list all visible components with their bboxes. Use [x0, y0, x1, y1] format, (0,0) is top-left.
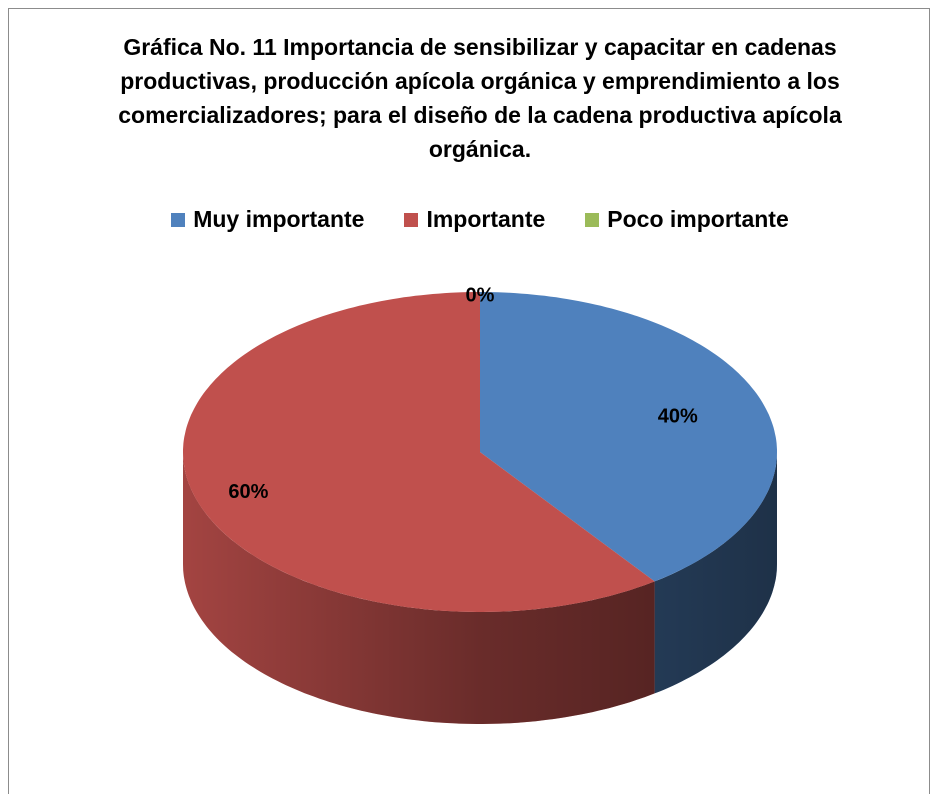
pie-sides [183, 452, 777, 724]
legend-label: Importante [426, 206, 546, 232]
chart-frame [8, 8, 930, 794]
legend-swatch [171, 212, 186, 227]
pie-tops [183, 292, 777, 612]
legend-item: Poco importante [585, 206, 789, 233]
pie-slice [183, 292, 655, 612]
data-label: 60% [228, 481, 268, 503]
legend-swatch [404, 212, 419, 227]
legend-item: Muy importante [171, 206, 364, 233]
legend-label: Muy importante [193, 206, 365, 232]
legend-item: Importante [404, 206, 545, 233]
data-label: 0% [466, 284, 495, 306]
pie-slice [480, 292, 777, 582]
chart-title: Gráfica No. 11 Importancia de sensibiliz… [118, 34, 842, 162]
legend-label: Poco importante [607, 206, 789, 232]
data-label: 40% [658, 406, 698, 428]
legend-swatch [585, 212, 600, 227]
legend: Muy importante Importante Poco importante [0, 206, 940, 233]
pie-side-shade [183, 452, 655, 724]
pie-side-shade [654, 452, 777, 694]
